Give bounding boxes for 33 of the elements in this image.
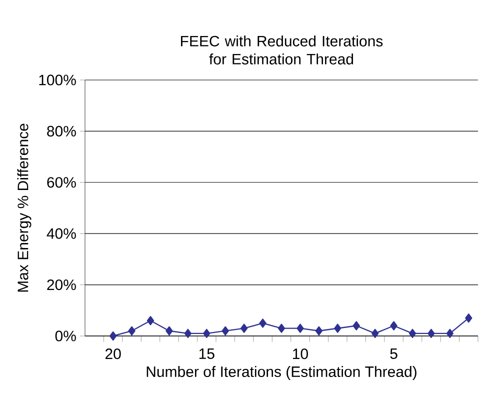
x-tick-label: 5 [390, 348, 398, 359]
y-tick-label: 100% [39, 74, 76, 86]
point [296, 324, 304, 333]
point [408, 328, 416, 338]
chart-title: FEEC with Reduced Iterations for Estimation Thread [181, 35, 383, 64]
point [334, 324, 342, 333]
y-tick-label: 0% [55, 330, 76, 342]
y-tick-label: 40% [46, 228, 76, 239]
x-axis-title: Number of Iterations (Estimation Thread) [146, 366, 416, 380]
point [128, 326, 136, 336]
x-tick-label: 15 [199, 348, 214, 359]
point [390, 321, 398, 330]
point [203, 328, 210, 338]
point [109, 331, 117, 341]
y-tick-label: 20% [47, 279, 76, 290]
point [428, 328, 435, 338]
point [240, 324, 248, 333]
point [371, 328, 379, 338]
x-tick-label: 20 [105, 348, 121, 360]
point [352, 321, 360, 330]
y-axis-title: Max Energy % Difference [17, 124, 32, 292]
point [146, 316, 154, 326]
point [315, 326, 323, 336]
point [465, 313, 472, 323]
y-tick-label: 80% [47, 126, 76, 136]
point [278, 324, 286, 333]
point [166, 326, 173, 336]
y-tick-label: 60% [47, 177, 76, 188]
point [184, 328, 192, 338]
point [222, 326, 229, 336]
point [259, 318, 266, 328]
x-tick-label: 10 [293, 348, 308, 360]
point [446, 328, 454, 338]
